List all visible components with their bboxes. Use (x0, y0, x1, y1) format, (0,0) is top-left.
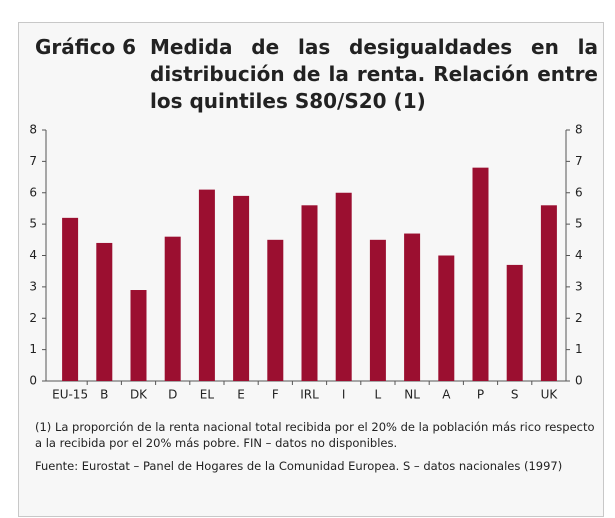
y-tick-label: 8 (29, 123, 37, 137)
y-tick-label: 1 (29, 342, 37, 356)
bar (404, 233, 421, 381)
y-tick-label: 6 (29, 185, 37, 199)
x-tick-label: F (272, 388, 279, 402)
bar (233, 195, 250, 381)
y2-tick-label: 5 (575, 217, 583, 231)
y2-tick-label: 8 (575, 123, 583, 137)
footnote: (1) La proporción de la renta nacional t… (35, 420, 595, 450)
x-tick-label: B (100, 388, 108, 402)
x-tick-label: NL (404, 388, 420, 402)
bar (96, 242, 113, 381)
bar (130, 290, 147, 381)
y2-tick-label: 3 (575, 279, 583, 293)
source-label: Fuente: (35, 459, 79, 473)
y2-tick-label: 0 (575, 374, 583, 388)
x-tick-label: L (375, 388, 382, 402)
bar (267, 239, 284, 381)
figure-label: Gráfico 6 (35, 35, 137, 59)
x-tick-label: P (477, 388, 484, 402)
x-tick-label: EL (200, 388, 215, 402)
x-tick-label: A (442, 388, 451, 402)
x-tick-label: E (237, 388, 245, 402)
y-tick-label: 0 (29, 374, 37, 388)
bar (369, 239, 386, 381)
x-tick-label: DK (130, 388, 148, 402)
y2-tick-label: 2 (575, 311, 583, 325)
bar (335, 192, 352, 381)
bar (472, 167, 489, 381)
x-tick-label: I (342, 388, 346, 402)
bar (540, 205, 557, 381)
x-tick-label: IRL (300, 388, 319, 402)
chart-title: Medida de las desigualdades en la distri… (150, 35, 598, 113)
x-tick-label: D (168, 388, 177, 402)
y-tick-label: 3 (29, 279, 37, 293)
bar (164, 236, 181, 381)
bar (198, 189, 215, 381)
y2-tick-label: 6 (575, 185, 583, 199)
x-tick-label: UK (541, 388, 559, 402)
y2-tick-label: 1 (575, 342, 583, 356)
bar (438, 255, 455, 381)
x-tick-label: S (511, 388, 519, 402)
source-text: Eurostat – Panel de Hogares de la Comuni… (81, 459, 563, 473)
x-tick-label: EU-15 (52, 388, 88, 402)
y-tick-label: 2 (29, 311, 37, 325)
y-tick-label: 7 (29, 154, 37, 168)
y2-tick-label: 4 (575, 248, 583, 262)
y-tick-label: 5 (29, 217, 37, 231)
source: Fuente: Eurostat – Panel de Hogares de l… (35, 458, 600, 474)
bar (506, 264, 523, 381)
bar (301, 205, 318, 381)
y2-tick-label: 7 (575, 154, 583, 168)
y-tick-label: 4 (29, 248, 37, 262)
bar (62, 217, 79, 381)
